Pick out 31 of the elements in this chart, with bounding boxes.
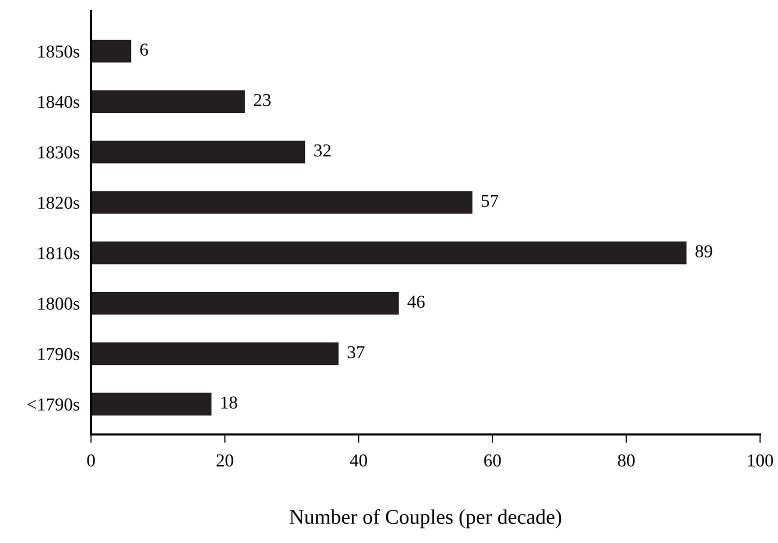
y-tick-label: 1850s <box>38 45 80 58</box>
bar <box>91 292 399 315</box>
y-tick-label: 1810s <box>38 247 80 260</box>
data-label: 6 <box>140 44 148 56</box>
data-label: 57 <box>482 194 498 207</box>
bar <box>91 342 339 366</box>
x-tick-label: 0 <box>87 454 95 467</box>
data-label: 37 <box>348 346 364 358</box>
y-tick-label: 1830s <box>38 146 80 158</box>
x-tick-label: 60 <box>484 454 501 467</box>
data-label: 18 <box>221 396 238 409</box>
data-label: 89 <box>696 245 712 258</box>
x-tick-label: 100 <box>748 454 773 467</box>
x-tick-label: 80 <box>618 454 635 467</box>
y-tick-label: 1800s <box>38 298 80 310</box>
data-label: 32 <box>314 144 331 157</box>
bar <box>91 90 245 113</box>
bar <box>91 242 687 264</box>
x-axis-title: Number of Couples (per decade) <box>290 509 562 528</box>
bar <box>91 191 472 214</box>
data-label: 23 <box>254 94 271 106</box>
y-tick-label: 1840s <box>38 96 80 108</box>
bar <box>91 140 306 164</box>
x-tick-label: 40 <box>350 454 367 467</box>
bar <box>91 40 132 63</box>
y-tick-label: 1820s <box>38 196 80 209</box>
y-tick-label: <1790s <box>27 398 80 411</box>
y-tick-label: 1790s <box>38 348 80 360</box>
x-tick-label: 20 <box>216 454 234 467</box>
data-label: 46 <box>407 296 425 308</box>
bar <box>91 392 212 416</box>
